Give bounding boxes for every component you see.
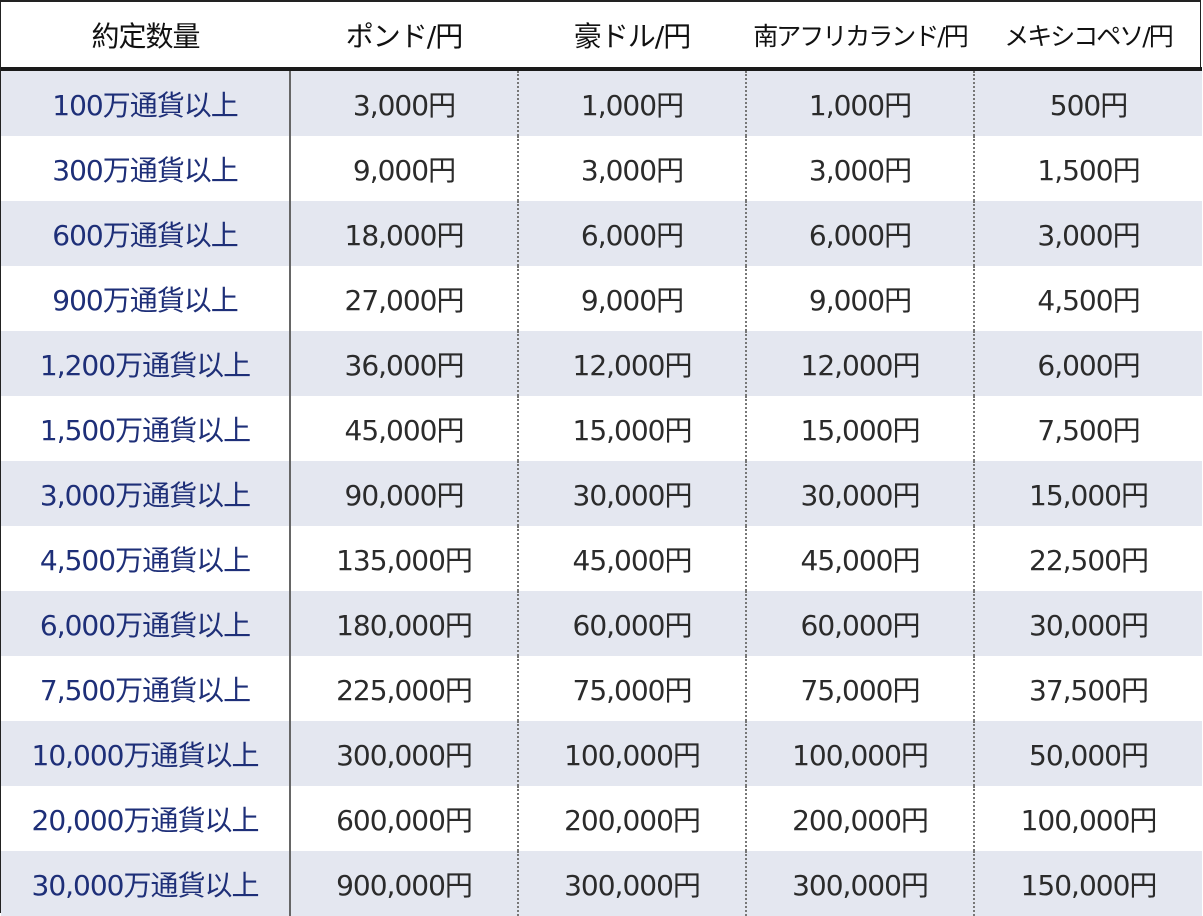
table-row: 100万通貨以上 3,000円 1,000円 1,000円 500円	[1, 69, 1202, 136]
table-row: 1,200万通貨以上 36,000円 12,000円 12,000円 6,000円	[1, 331, 1202, 396]
cell-zarjpy: 100,000円	[746, 721, 975, 786]
header-mxnjpy: メキシコペソ/円	[974, 2, 1202, 71]
table-row: 4,500万通貨以上 135,000円 45,000円 45,000円 22,500円	[1, 526, 1202, 591]
cell-gbpjpy: 27,000円	[290, 266, 519, 331]
cell-audjpy: 1,000円	[518, 69, 747, 136]
table-row: 300万通貨以上 9,000円 3,000円 3,000円 1,500円	[1, 136, 1202, 201]
cell-gbpjpy: 135,000円	[290, 526, 519, 591]
table-row: 10,000万通貨以上 300,000円 100,000円 100,000円 50,00…	[1, 721, 1202, 786]
cell-gbpjpy: 3,000円	[290, 69, 519, 136]
row-label: 10,000万通貨以上	[1, 721, 291, 786]
cell-mxnjpy: 500円	[974, 69, 1202, 136]
cell-gbpjpy: 180,000円	[290, 591, 519, 656]
cell-zarjpy: 60,000円	[746, 591, 975, 656]
cell-zarjpy: 1,000円	[746, 69, 975, 136]
row-label: 30,000万通貨以上	[1, 851, 291, 916]
cell-audjpy: 45,000円	[518, 526, 747, 591]
header-audjpy: 豪ドル/円	[518, 2, 746, 71]
cell-mxnjpy: 6,000円	[974, 331, 1202, 396]
cell-audjpy: 75,000円	[518, 656, 747, 721]
table-header-row: 約定数量 ポンド/円 豪ドル/円 南アフリカランド/円 メキシコペソ/円	[1, 2, 1202, 71]
cell-mxnjpy: 4,500円	[974, 266, 1202, 331]
cell-zarjpy: 45,000円	[746, 526, 975, 591]
table-row: 3,000万通貨以上 90,000円 30,000円 30,000円 15,000円	[1, 461, 1202, 526]
cell-gbpjpy: 900,000円	[290, 851, 519, 916]
row-label: 1,200万通貨以上	[1, 331, 291, 396]
header-gbpjpy: ポンド/円	[290, 2, 518, 71]
cell-zarjpy: 300,000円	[746, 851, 975, 916]
cell-mxnjpy: 150,000円	[974, 851, 1202, 916]
cell-zarjpy: 3,000円	[746, 136, 975, 201]
cell-gbpjpy: 9,000円	[290, 136, 519, 201]
cell-mxnjpy: 37,500円	[974, 656, 1202, 721]
table-row: 30,000万通貨以上 900,000円 300,000円 300,000円 150,0…	[1, 851, 1202, 916]
cell-gbpjpy: 36,000円	[290, 331, 519, 396]
cell-mxnjpy: 100,000円	[974, 786, 1202, 851]
cell-audjpy: 300,000円	[518, 851, 747, 916]
cell-zarjpy: 6,000円	[746, 201, 975, 266]
table-row: 20,000万通貨以上 600,000円 200,000円 200,000円 100,0…	[1, 786, 1202, 851]
cell-audjpy: 15,000円	[518, 396, 747, 461]
cell-mxnjpy: 30,000円	[974, 591, 1202, 656]
cell-mxnjpy: 3,000円	[974, 201, 1202, 266]
cell-zarjpy: 75,000円	[746, 656, 975, 721]
cell-audjpy: 12,000円	[518, 331, 747, 396]
table-row: 1,500万通貨以上 45,000円 15,000円 15,000円 7,500円	[1, 396, 1202, 461]
cell-mxnjpy: 1,500円	[974, 136, 1202, 201]
cell-zarjpy: 15,000円	[746, 396, 975, 461]
row-label: 7,500万通貨以上	[1, 656, 291, 721]
header-zarjpy: 南アフリカランド/円	[746, 2, 974, 71]
row-label: 100万通貨以上	[1, 69, 291, 136]
row-label: 3,000万通貨以上	[1, 461, 291, 526]
cell-audjpy: 6,000円	[518, 201, 747, 266]
row-label: 20,000万通貨以上	[1, 786, 291, 851]
cell-audjpy: 3,000円	[518, 136, 747, 201]
cell-gbpjpy: 600,000円	[290, 786, 519, 851]
row-label: 600万通貨以上	[1, 201, 291, 266]
cell-audjpy: 9,000円	[518, 266, 747, 331]
row-label: 4,500万通貨以上	[1, 526, 291, 591]
table-row: 6,000万通貨以上 180,000円 60,000円 60,000円 30,000円	[1, 591, 1202, 656]
table-row: 600万通貨以上 18,000円 6,000円 6,000円 3,000円	[1, 201, 1202, 266]
cell-zarjpy: 12,000円	[746, 331, 975, 396]
table-row: 900万通貨以上 27,000円 9,000円 9,000円 4,500円	[1, 266, 1202, 331]
row-label: 1,500万通貨以上	[1, 396, 291, 461]
table-row: 7,500万通貨以上 225,000円 75,000円 75,000円 37,500円	[1, 656, 1202, 721]
cell-zarjpy: 30,000円	[746, 461, 975, 526]
cell-zarjpy: 200,000円	[746, 786, 975, 851]
header-quantity: 約定数量	[1, 2, 290, 71]
row-label: 300万通貨以上	[1, 136, 291, 201]
cell-zarjpy: 9,000円	[746, 266, 975, 331]
row-label: 900万通貨以上	[1, 266, 291, 331]
cell-mxnjpy: 7,500円	[974, 396, 1202, 461]
cell-gbpjpy: 45,000円	[290, 396, 519, 461]
cell-mxnjpy: 50,000円	[974, 721, 1202, 786]
cell-audjpy: 200,000円	[518, 786, 747, 851]
cell-gbpjpy: 225,000円	[290, 656, 519, 721]
cell-audjpy: 100,000円	[518, 721, 747, 786]
cell-audjpy: 30,000円	[518, 461, 747, 526]
row-label: 6,000万通貨以上	[1, 591, 291, 656]
cell-mxnjpy: 15,000円	[974, 461, 1202, 526]
cell-gbpjpy: 90,000円	[290, 461, 519, 526]
cell-gbpjpy: 300,000円	[290, 721, 519, 786]
cell-mxnjpy: 22,500円	[974, 526, 1202, 591]
cell-gbpjpy: 18,000円	[290, 201, 519, 266]
cell-audjpy: 60,000円	[518, 591, 747, 656]
